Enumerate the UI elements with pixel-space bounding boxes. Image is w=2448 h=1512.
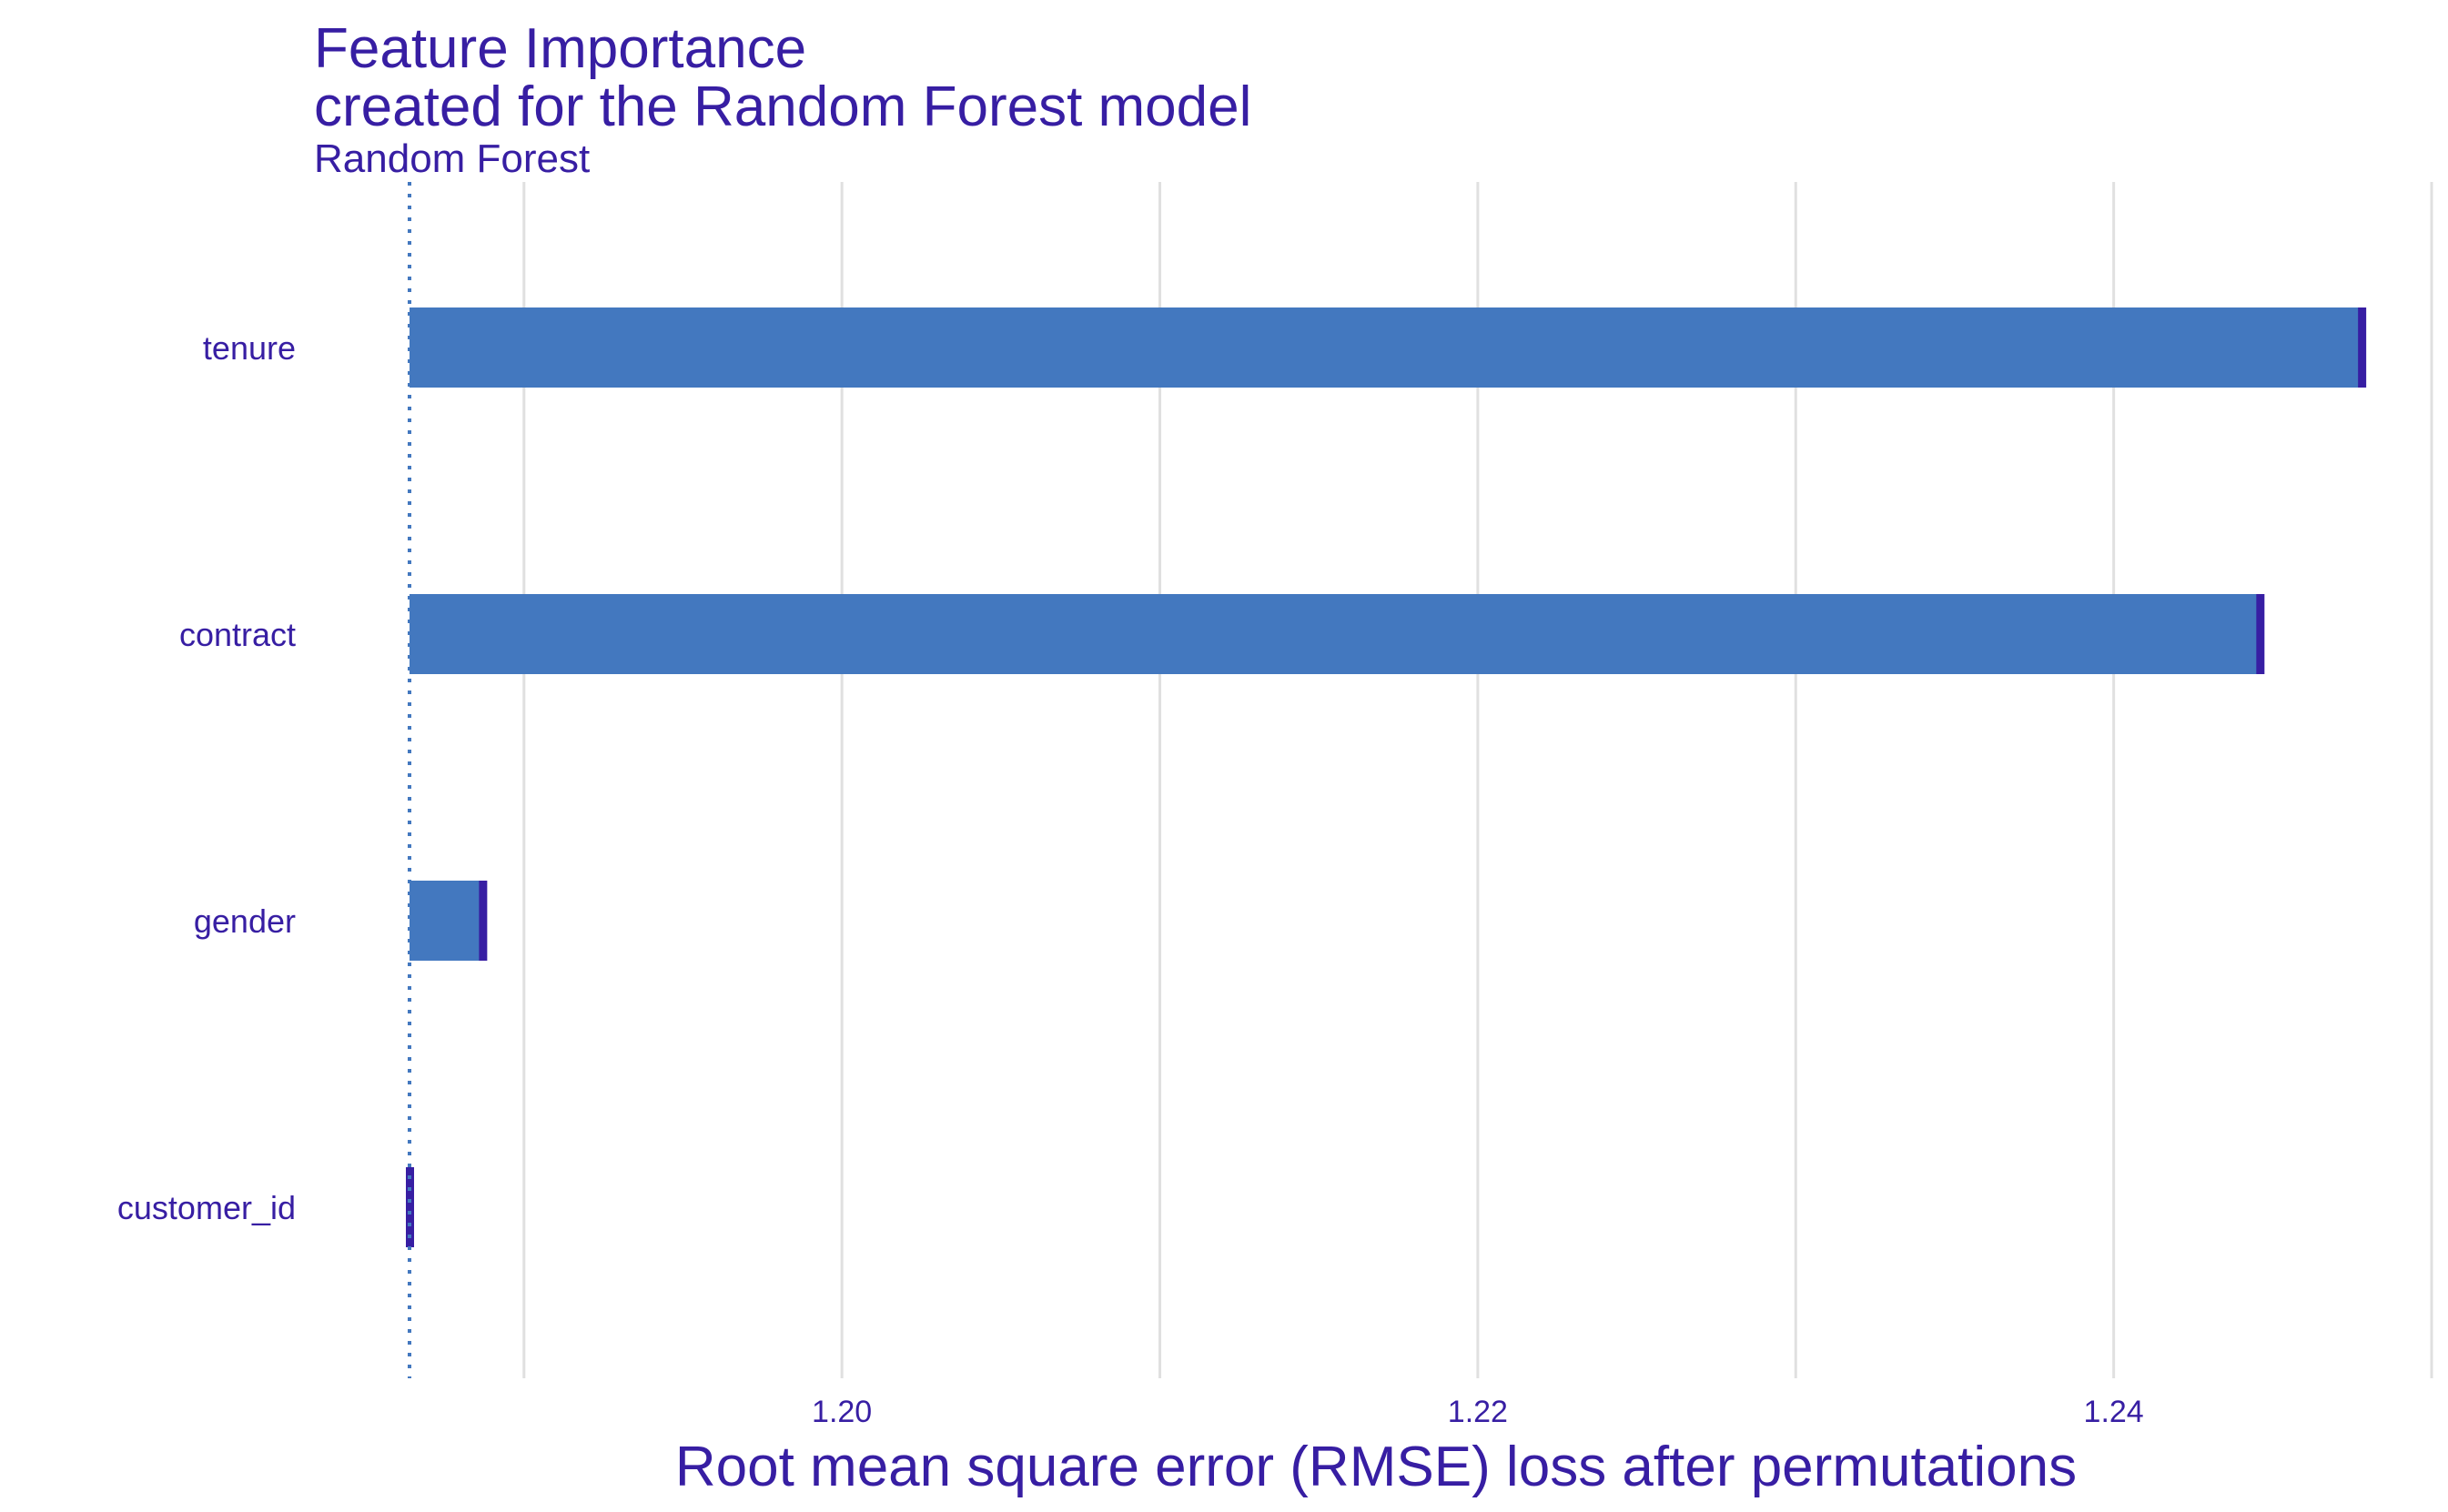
bar-end-tenure [2358,307,2367,388]
chart-subtitle: created for the Random Forest model [314,76,1252,138]
bar-contract [410,594,2261,674]
y-tick-label-contract: contract [179,616,296,653]
bar-end-customer_id [406,1167,414,1247]
bar-end-gender [479,881,488,961]
chart-title: Feature Importance [314,17,807,80]
x-axis-label: Root mean square error (RMSE) loss after… [675,1436,2077,1498]
y-tick-label-gender: gender [194,902,296,940]
x-tick-label: 1.22 [1448,1395,1508,1429]
axis-layer: tenure contract gender customer_id 1.20 1.22 1… [117,329,2144,1498]
x-tick-label: 1.20 [812,1395,872,1429]
chart-title-block: Feature Importance created for the Rando… [314,20,1251,182]
bar-end-contract [2256,594,2265,674]
x-tick-label: 1.24 [2084,1395,2144,1429]
bar-gender [410,881,483,961]
y-tick-label-tenure: tenure [203,329,296,367]
y-tick-label-customer_id: customer_id [117,1189,296,1226]
bar-tenure [410,307,2362,388]
model-label: Random Forest [314,136,591,181]
bar-layer [406,182,2367,1378]
